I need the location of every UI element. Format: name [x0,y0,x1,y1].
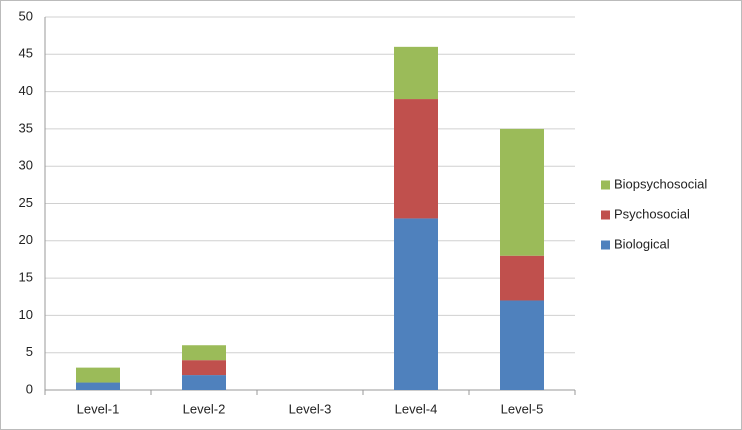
bar-segment [394,46,438,100]
bar-segment [394,218,438,390]
x-tick-label: Level-3 [289,401,332,416]
y-tick-label: 50 [19,8,33,23]
y-tick-label: 15 [19,270,33,285]
y-tick-label: 30 [19,158,33,173]
bar-segment [182,360,226,376]
legend-label: Biopsychosocial [614,176,707,191]
bar-segment [394,99,438,219]
legend-label: Psychosocial [614,206,690,221]
bar-segment [500,255,544,301]
bar-segment [76,382,120,390]
y-tick-label: 35 [19,120,33,135]
x-tick-label: Level-5 [501,401,544,416]
bar-segment [182,375,226,390]
x-tick-label: Level-1 [77,401,120,416]
bar-segment [500,128,544,256]
y-tick-label: 40 [19,83,33,98]
legend-label: Biological [614,236,670,251]
legend-swatch [601,210,610,220]
y-tick-label: 10 [19,307,33,322]
x-tick-label: Level-2 [183,401,226,416]
y-tick-label: 25 [19,195,33,210]
y-tick-label: 0 [26,381,33,396]
bar-segment [182,345,226,361]
bar-segment [500,300,544,390]
x-tick-label: Level-4 [395,401,438,416]
y-tick-label: 5 [26,344,33,359]
legend-swatch [601,180,610,190]
y-tick-label: 20 [19,232,33,247]
y-tick-label: 45 [19,46,33,61]
bar-segment [76,367,120,383]
legend-swatch [601,240,610,250]
